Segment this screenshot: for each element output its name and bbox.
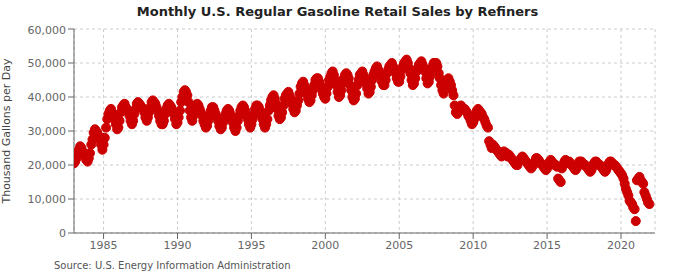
- svg-text:2005: 2005: [385, 239, 413, 252]
- svg-text:2000: 2000: [311, 239, 339, 252]
- svg-text:2010: 2010: [459, 239, 487, 252]
- svg-text:1995: 1995: [237, 239, 265, 252]
- svg-text:50,000: 50,000: [28, 57, 67, 70]
- svg-text:10,000: 10,000: [28, 193, 67, 206]
- svg-text:20,000: 20,000: [28, 159, 67, 172]
- svg-text:30,000: 30,000: [28, 125, 67, 138]
- svg-text:60,000: 60,000: [28, 24, 67, 37]
- svg-text:Thousand Gallons per Day: Thousand Gallons per Day: [8, 58, 13, 205]
- html-text:Source: U.S. Energy Informatio: Source: U.S. Energy Information Administ…: [54, 260, 291, 271]
- svg-text:0: 0: [59, 227, 66, 240]
- svg-text:40,000: 40,000: [28, 91, 67, 104]
- svg-text:2020: 2020: [607, 239, 635, 252]
- svg-text:2015: 2015: [533, 239, 561, 252]
- svg-text:1985: 1985: [90, 239, 118, 252]
- svg-text:1990: 1990: [163, 239, 191, 252]
- html-text:Monthly U.S. Regular Gasoline: Monthly U.S. Regular Gasoline Retail Sal…: [136, 4, 539, 19]
